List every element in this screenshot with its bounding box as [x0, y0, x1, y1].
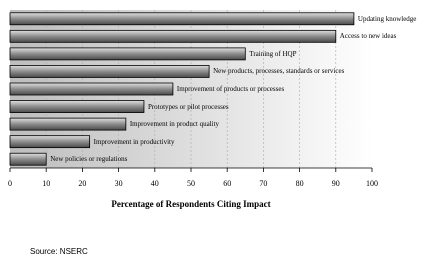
x-tick-label: 40 [151, 179, 159, 188]
x-tick-label: 100 [366, 179, 378, 188]
x-tick-label: 90 [332, 179, 340, 188]
x-tick-label: 70 [259, 179, 267, 188]
bar-label: Updating knowledge [357, 14, 417, 23]
x-tick-label: 80 [296, 179, 304, 188]
bar [9, 29, 337, 43]
bar [9, 82, 174, 96]
bar-label: Prototypes or pilot processes [147, 102, 229, 111]
x-tick-label: 30 [115, 179, 123, 188]
bar-label: Improvement in productivity [93, 137, 175, 146]
bar-label: Improvement in product quality [129, 120, 220, 129]
bar-label: New products, processes, standards or se… [213, 67, 345, 76]
x-tick-label: 20 [78, 179, 86, 188]
x-tick-label: 0 [8, 179, 12, 188]
bar [9, 135, 91, 149]
source: Source: NSERC [30, 247, 88, 256]
bar [9, 65, 210, 78]
bar-label: Access to new ideas [339, 32, 397, 41]
bar [9, 47, 246, 61]
x-tick-label: 50 [187, 179, 195, 188]
x-axis-title: Percentage of Respondents Citing Impact [111, 199, 270, 209]
bar [9, 100, 145, 113]
bar-label: New policies or regulations [50, 155, 128, 164]
bar [9, 152, 47, 166]
x-tick-label: 10 [42, 179, 50, 188]
bar-label: Improvement of products or processes [176, 85, 285, 93]
bar [9, 117, 127, 131]
bar [9, 12, 355, 26]
bar-label: Training of HQP [249, 49, 297, 58]
x-tick-label: 60 [223, 179, 231, 188]
